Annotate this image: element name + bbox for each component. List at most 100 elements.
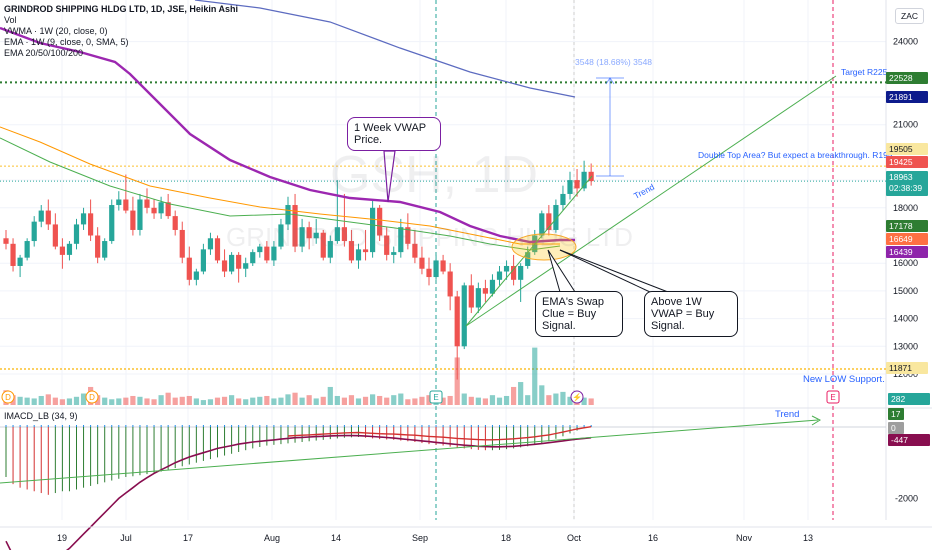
- volume-bar: [137, 396, 143, 405]
- candle-body: [236, 254, 242, 269]
- macd-pane: [0, 415, 886, 550]
- volume-bar: [461, 393, 467, 405]
- candle-body: [59, 246, 65, 255]
- volume-bar: [38, 395, 44, 405]
- candle-body: [109, 205, 115, 242]
- volume-bar: [426, 395, 432, 405]
- legend-ema-ribbon[interactable]: EMA 20/50/100/200: [4, 48, 84, 58]
- sub-price-label: -447: [888, 434, 930, 446]
- volume-bar: [355, 398, 362, 405]
- candle-body: [271, 246, 277, 261]
- candle-body: [398, 227, 404, 253]
- callout-vwap[interactable]: 1 Week VWAP Price.: [347, 117, 441, 151]
- legend-ema-1w[interactable]: EMA · 1W (9, close, 0, SMA, 5): [4, 37, 129, 47]
- candle-body: [525, 252, 531, 266]
- volume-bar: [45, 394, 51, 405]
- candle-body: [419, 257, 425, 269]
- candle-body: [468, 285, 474, 308]
- earnings-marker: [429, 390, 443, 404]
- split-marker-text: ⚡: [572, 392, 582, 402]
- candle-body: [10, 243, 16, 266]
- y-tick-label: 21000: [893, 120, 918, 130]
- volume-bar: [489, 395, 496, 405]
- volume-bar: [348, 395, 355, 405]
- volume-bar: [546, 395, 552, 405]
- volume-bar: [123, 397, 129, 405]
- axes: 2400022000210001900018000160001500014000…: [0, 37, 932, 543]
- candle-body: [186, 257, 192, 280]
- candle-body: [454, 296, 460, 347]
- price-label: 11871: [886, 362, 928, 374]
- volume-bar: [186, 395, 192, 405]
- volume-bar: [264, 395, 270, 405]
- candle-body: [31, 221, 37, 242]
- currency-button[interactable]: ZAC: [895, 8, 924, 24]
- candle-body: [144, 199, 150, 208]
- volume-bar: [581, 397, 587, 405]
- y-tick-label: 16000: [893, 258, 918, 268]
- candle-body: [80, 213, 87, 225]
- measure-label: 3548 (18.68%) 3548: [575, 57, 653, 67]
- ema-1w-line: [194, 0, 576, 98]
- sub-price-label: 282: [888, 393, 930, 405]
- volume-bar: [257, 396, 263, 405]
- y-tick-label: 14000: [893, 314, 918, 324]
- volume-bar: [560, 391, 566, 405]
- volume-bar: [52, 397, 58, 405]
- candle-body: [200, 249, 206, 272]
- volume-bar: [567, 396, 573, 405]
- y-tick-label: 13000: [893, 341, 918, 351]
- candle-body: [391, 252, 397, 255]
- y-tick-label: 18000: [893, 203, 918, 213]
- candle-body: [377, 207, 383, 236]
- callout-above-vwap[interactable]: Above 1W VWAP = Buy Signal.: [644, 291, 738, 337]
- dividend-marker-text: D: [5, 393, 11, 402]
- volume-bar: [391, 395, 397, 405]
- volume-bar: [144, 398, 150, 405]
- candle-body: [320, 232, 326, 258]
- volume-bar: [405, 399, 411, 405]
- candle-body: [412, 243, 418, 258]
- volume-bar: [285, 394, 291, 405]
- candle-body: [38, 210, 44, 222]
- volume-bar: [503, 395, 510, 405]
- x-tick-label: 14: [331, 533, 341, 543]
- candle-body: [553, 205, 559, 230]
- volume-bar: [158, 395, 164, 405]
- macd-signal-line: [5, 434, 592, 550]
- volume-bar: [165, 392, 171, 405]
- volume-bar: [278, 397, 284, 405]
- volume-bar: [130, 395, 136, 405]
- x-tick-label: Aug: [264, 533, 280, 543]
- candle-body: [384, 235, 390, 255]
- symbol-title[interactable]: GRINDROD SHIPPING HLDG LTD, 1D, JSE, Hei…: [4, 4, 239, 14]
- drawings: D D E ⚡ E: [1, 75, 840, 404]
- trend-line: [465, 75, 837, 327]
- candle-body: [158, 202, 164, 214]
- callout-ema-swap[interactable]: EMA's Swap Clue = Buy Signal.: [535, 291, 623, 337]
- candle-body: [165, 202, 171, 217]
- dividend-marker: [1, 390, 15, 404]
- macd-legend[interactable]: IMACD_LB (34, 9): [4, 411, 78, 421]
- earnings-marker-text: E: [433, 393, 438, 402]
- chart-legend: GRINDROD SHIPPING HLDG LTD, 1D, JSE, Hei…: [4, 4, 238, 59]
- legend-vwma[interactable]: VWMA · 1W (20, close, 0): [4, 26, 108, 36]
- short-trend-line: [465, 175, 593, 327]
- volume-bar: [370, 394, 376, 405]
- vwma-1w-line: [0, 26, 575, 244]
- legend-volume[interactable]: Vol: [4, 15, 17, 25]
- candle-body: [348, 241, 355, 261]
- candle-body: [433, 260, 439, 278]
- candle-body: [496, 271, 503, 280]
- candle-body: [560, 193, 566, 206]
- dividend-marker-text: D: [89, 393, 95, 402]
- macd-line: [287, 426, 592, 441]
- x-tick-label: Sep: [412, 533, 428, 543]
- price-label: 19425: [886, 156, 928, 168]
- x-tick-label: 17: [183, 533, 193, 543]
- price-label: 19505: [886, 143, 928, 155]
- double-top-label: Double Top Area? But expect a breakthrou…: [698, 150, 893, 160]
- candle-body: [503, 265, 510, 272]
- volume-bar: [193, 398, 199, 405]
